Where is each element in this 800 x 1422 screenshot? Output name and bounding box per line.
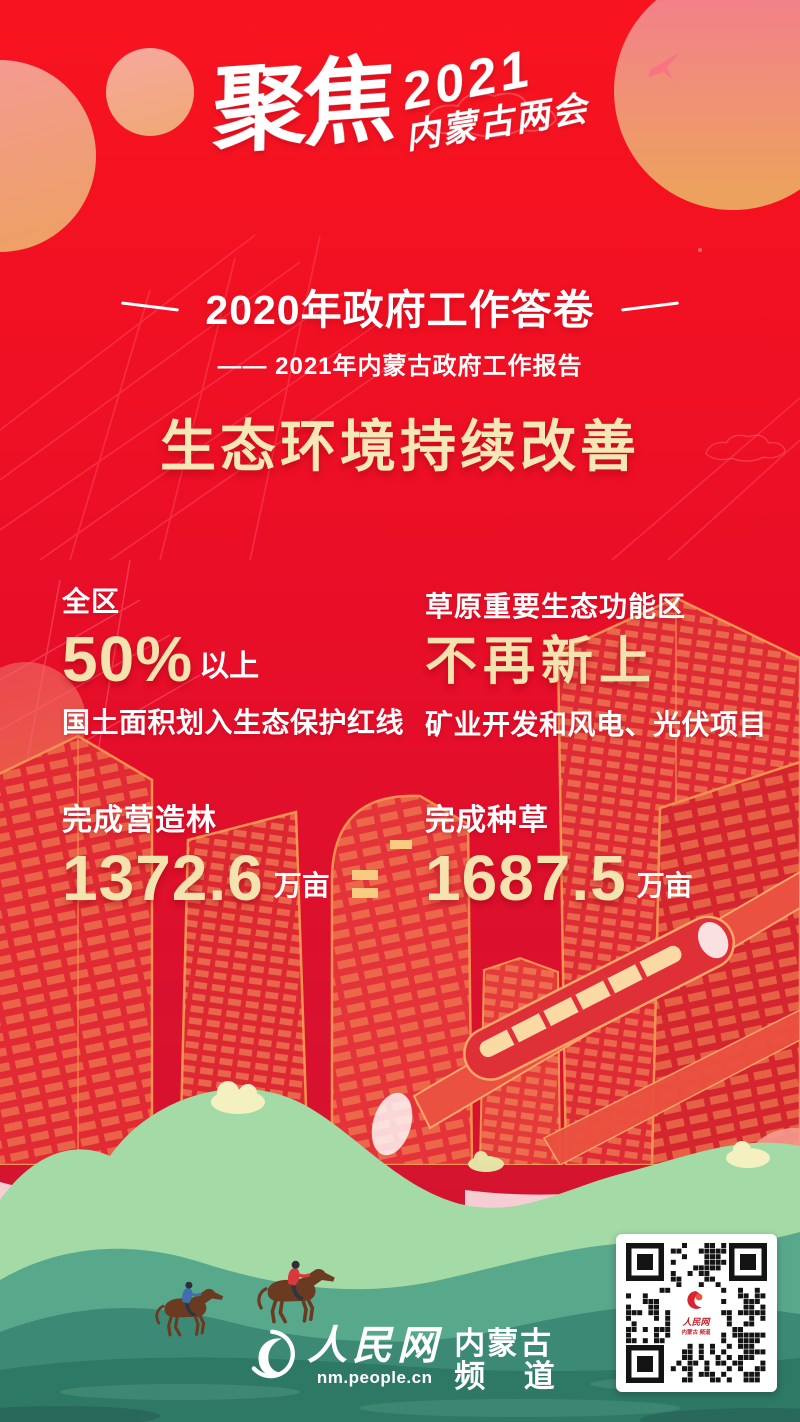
stat-unit: 万亩 — [636, 870, 693, 902]
stat-label: 完成营造林 — [62, 804, 217, 837]
site-url: nm.people.cn — [316, 1368, 433, 1387]
stat-value: 不再新上 — [425, 633, 658, 691]
stat-prefix: 草原重要生态功能区 — [425, 591, 687, 622]
site-name: 人民网 — [307, 1324, 443, 1368]
stat-label: 完成种草 — [425, 804, 549, 837]
gradient-circle-hill — [738, 1128, 800, 1240]
title-row: 2020年政府工作答卷 — [0, 276, 800, 336]
stat-red-line: 全区 50% 以上 国土面积划入生态保护红线 — [62, 580, 404, 741]
page-title: 2020年政府工作答卷 — [205, 287, 595, 333]
brand-focus-text: 聚焦 — [211, 46, 394, 165]
stat-value: 1687.5 — [425, 842, 627, 914]
stat-prefix: 全区 — [62, 586, 121, 617]
horse-rider-red — [257, 1260, 337, 1324]
stat-grass-seeding: 完成种草 1687.5 万亩 — [425, 795, 693, 912]
people-daily-logo-icon — [251, 1329, 295, 1379]
stat-desc: 矿业开发和风电、光伏项目 — [425, 708, 768, 740]
section-title: 生态环境持续改善 — [160, 415, 640, 478]
qr-center-text-line1: 人民网 — [682, 1317, 711, 1327]
monorail — [412, 870, 800, 1165]
pink-ribbon — [0, 1158, 800, 1231]
channel-name-top: 内蒙古 — [454, 1326, 554, 1361]
gradient-circle-left-big — [0, 60, 96, 252]
sun-circle — [614, 0, 800, 210]
stat-unit: 万亩 — [273, 870, 330, 902]
qr-center-text-line2: 内蒙古 频道 — [681, 1328, 711, 1336]
monorail-train — [463, 915, 736, 1081]
stat-value: 50% — [62, 623, 194, 695]
building-mid-small — [478, 956, 562, 1165]
horse-rider-blue — [155, 1281, 225, 1337]
title-line-right — [620, 300, 679, 312]
stat-afforestation: 完成营造林 1372.6 万亩 — [62, 795, 330, 912]
channel-name-bottom: 频 道 — [454, 1358, 555, 1394]
qr-code: 人民网 内蒙古 频道 — [616, 1234, 777, 1392]
stat-grassland: 草原重要生态功能区 不再新上 矿业开发和风电、光伏项目 — [425, 585, 767, 743]
title-line-left — [121, 300, 180, 312]
brand-logo: 聚焦 2021 内蒙古两会 — [210, 39, 591, 165]
stat-value: 1372.6 — [62, 842, 264, 914]
stat-desc: 国土面积划入生态保护红线 — [62, 707, 405, 739]
footer-logo: 人民网 nm.people.cn 内蒙古 频 道 — [245, 1326, 555, 1393]
moon-glow — [371, 1092, 413, 1156]
page-subtitle: —— 2021年内蒙古政府工作报告 — [217, 353, 583, 380]
stat-suffix: 以上 — [199, 650, 260, 684]
gradient-circle-left-small — [106, 48, 194, 136]
cloud-icon — [211, 1081, 770, 1172]
